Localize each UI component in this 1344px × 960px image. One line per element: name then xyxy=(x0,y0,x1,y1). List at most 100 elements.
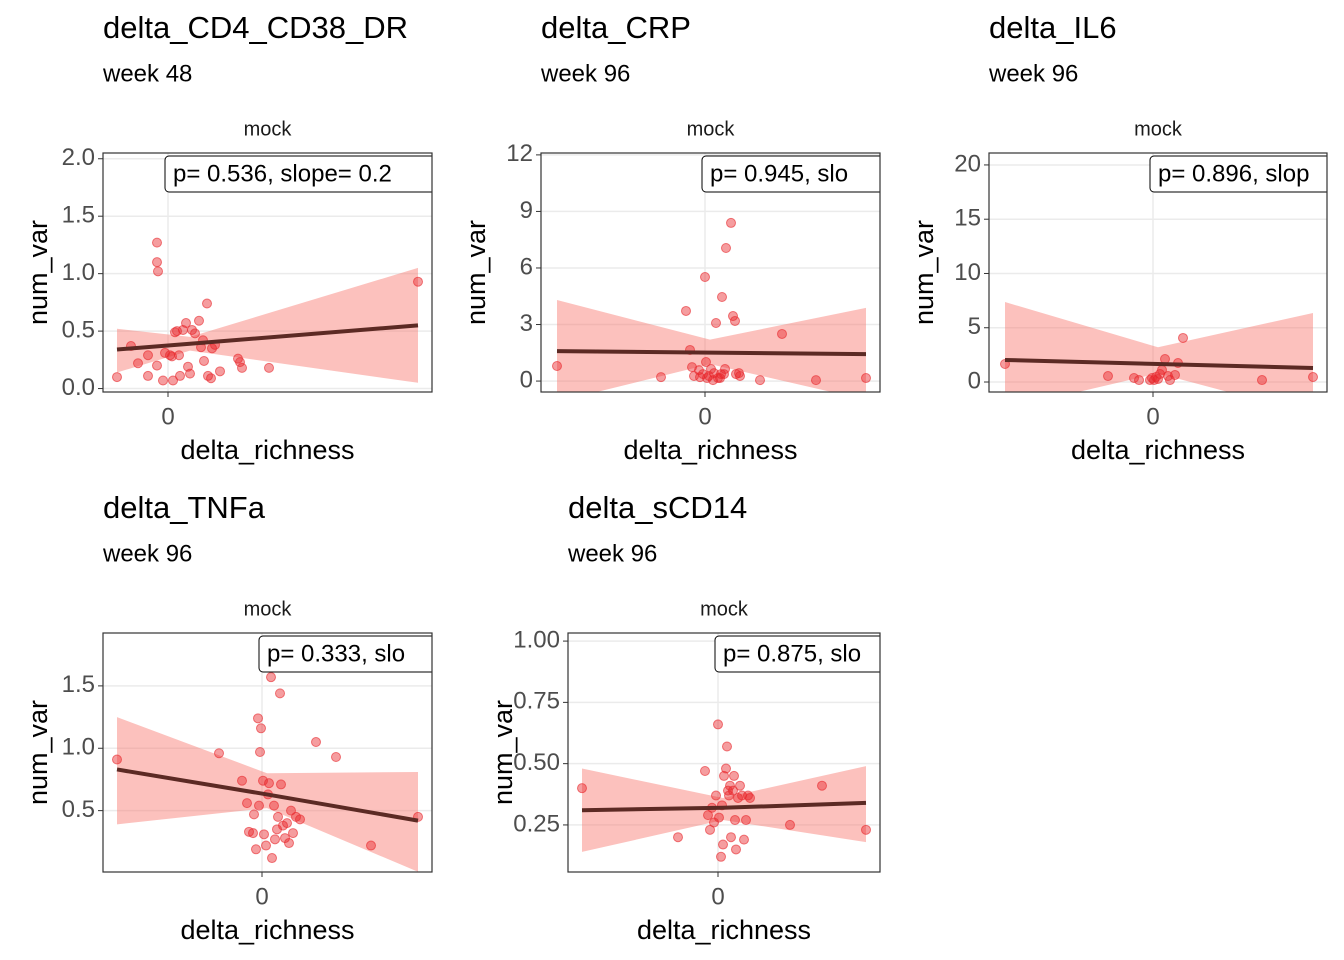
facet-label: mock xyxy=(687,118,736,140)
annotation: p= 0.945, slo xyxy=(710,160,848,187)
x-axis-title: delta_richness xyxy=(1071,435,1245,465)
point xyxy=(717,292,727,303)
point xyxy=(185,368,195,379)
point xyxy=(718,839,728,850)
annotation-box xyxy=(701,155,880,193)
confidence-band xyxy=(1005,302,1313,392)
point xyxy=(726,832,736,843)
point xyxy=(206,373,216,384)
point xyxy=(735,370,745,381)
y-tick-label: 1.0 xyxy=(62,734,95,761)
y-tick-label: 9 xyxy=(520,197,533,224)
point xyxy=(153,266,163,277)
fit-line xyxy=(116,767,419,823)
point xyxy=(713,719,723,730)
point xyxy=(785,819,795,830)
point xyxy=(730,315,740,326)
panel-subtitle: week 96 xyxy=(988,60,1078,87)
point xyxy=(1178,332,1188,343)
point xyxy=(172,326,182,337)
point xyxy=(282,818,292,829)
point xyxy=(276,779,286,790)
point xyxy=(237,362,247,373)
y-tick-label: 1.5 xyxy=(62,202,95,229)
point xyxy=(811,375,821,386)
point xyxy=(275,688,285,699)
y-tick-label: 0.0 xyxy=(62,374,95,401)
x-tick-label: 0 xyxy=(711,883,724,910)
y-tick-label: 1.5 xyxy=(62,671,95,698)
point xyxy=(199,355,209,366)
point xyxy=(721,763,731,774)
plot-area: p= 0.945, slo xyxy=(552,155,880,392)
point xyxy=(168,375,178,386)
point xyxy=(1308,372,1318,383)
x-tick-label: 0 xyxy=(161,403,174,430)
annotation-box xyxy=(1149,155,1327,193)
y-axis-title: num_var xyxy=(461,220,491,325)
point xyxy=(700,272,710,283)
point xyxy=(745,792,755,803)
panel-subtitle: week 96 xyxy=(567,540,657,567)
panel-title: delta_CRP xyxy=(541,10,691,45)
point xyxy=(202,298,212,309)
point xyxy=(701,357,711,368)
y-tick-label: 2.0 xyxy=(62,144,95,171)
annotation: p= 0.896, slop xyxy=(1158,160,1309,187)
point xyxy=(1153,373,1163,384)
point xyxy=(264,778,274,789)
plot-background xyxy=(989,153,1327,392)
point xyxy=(728,785,738,796)
point xyxy=(861,824,871,835)
point xyxy=(413,276,423,287)
facet-label: mock xyxy=(244,118,293,140)
point xyxy=(721,242,731,253)
point xyxy=(143,350,153,361)
annotation: p= 0.333, slo xyxy=(267,640,405,667)
y-tick-label: 3 xyxy=(520,310,533,337)
panel-title: delta_IL6 xyxy=(989,10,1117,45)
point xyxy=(673,832,683,843)
point xyxy=(112,754,122,765)
point xyxy=(725,780,735,791)
panel-title: delta_TNFa xyxy=(103,490,266,525)
y-tick-label: 20 xyxy=(954,150,981,177)
point xyxy=(174,350,184,361)
annotation-box xyxy=(714,635,880,673)
point xyxy=(242,798,252,809)
point xyxy=(214,748,224,759)
point xyxy=(261,840,271,851)
panel-subtitle: week 48 xyxy=(102,60,192,87)
point xyxy=(215,366,225,377)
point xyxy=(719,770,729,781)
fit-line xyxy=(116,323,419,352)
point xyxy=(730,815,740,826)
point xyxy=(700,766,710,777)
x-tick-label: 0 xyxy=(255,883,268,910)
point xyxy=(1165,375,1175,386)
point xyxy=(1257,375,1267,386)
x-axis-title: delta_richness xyxy=(180,915,354,945)
point xyxy=(295,814,305,825)
point xyxy=(735,780,745,791)
point xyxy=(251,844,261,855)
point xyxy=(714,812,724,823)
confidence-band xyxy=(117,267,418,383)
point xyxy=(739,834,749,845)
panel-subtitle: week 96 xyxy=(540,60,630,87)
point xyxy=(181,318,191,329)
point xyxy=(1129,372,1139,383)
point xyxy=(288,828,298,839)
panel-border xyxy=(540,152,881,393)
point xyxy=(331,751,341,762)
point xyxy=(270,834,280,845)
y-tick-label: 1.0 xyxy=(62,259,95,286)
panel-title: delta_sCD14 xyxy=(568,490,747,525)
y-tick-label: 0.75 xyxy=(513,688,560,715)
y-tick-label: 10 xyxy=(954,259,981,286)
point xyxy=(253,713,263,724)
plot-background xyxy=(103,633,432,872)
annotation: p= 0.875, slo xyxy=(723,640,861,667)
point xyxy=(248,828,258,839)
